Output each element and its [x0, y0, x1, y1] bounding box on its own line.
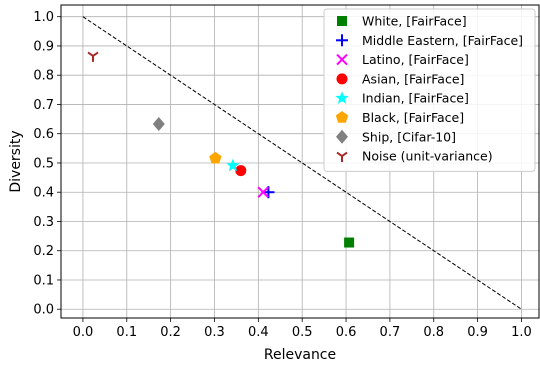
data-point-square: [344, 237, 355, 248]
y-tick-label: 0.7: [33, 98, 54, 113]
legend-marker: [336, 129, 348, 144]
x-tick-label: 0.8: [423, 325, 444, 340]
y-tick-label: 0.9: [33, 39, 54, 54]
x-tick-label: 0.3: [204, 325, 225, 340]
legend-entry: Black, [FairFace]: [362, 110, 464, 125]
y-tick-label: 0.5: [33, 156, 54, 171]
x-axis-label: Relevance: [264, 347, 336, 363]
y-tick-label: 1.0: [33, 10, 54, 25]
legend-entry: Ship, [Cifar-10]: [362, 129, 456, 144]
plot-frame: [60, 4, 540, 319]
x-tick-label: 0.0: [73, 325, 94, 340]
data-point-diamond: [152, 117, 165, 132]
legend-marker: [336, 53, 348, 66]
x-tick-label: 0.2: [160, 325, 181, 340]
legend-marker: [335, 111, 349, 123]
y-tick-label: 0.6: [33, 127, 54, 142]
legend-entry: White, [FairFace]: [362, 14, 467, 29]
x-tick-label: 0.7: [380, 325, 401, 340]
x-tick-label: 0.4: [248, 325, 269, 340]
y-tick-label: 0.2: [33, 244, 54, 259]
legend-marker: [336, 34, 348, 47]
y-tick-label: 0.3: [33, 215, 54, 230]
legend: White, [FairFace] Middle Eastern, [FairFa…: [323, 8, 536, 172]
legend-marker: [337, 16, 347, 26]
x-tick-label: 0.1: [116, 325, 137, 340]
legend-entry: Noise (unit-variance): [362, 149, 493, 164]
x-tick-label: 0.5: [292, 325, 313, 340]
legend-box: [323, 8, 536, 172]
legend-marker: [336, 151, 348, 163]
data-point-pentagon: [209, 151, 222, 164]
legend-marker: [335, 91, 349, 104]
legend-marker: [336, 73, 348, 85]
y-tick-label: 0.4: [33, 186, 54, 201]
x-axis-ticks: 0.0 0.1 0.2 0.3 0.4 0.5 0.6 0.7 0.8 0.9 1.0: [73, 318, 532, 340]
data-point-x: [257, 186, 269, 198]
y-tick-label: 0.8: [33, 69, 54, 84]
reference-line: [82, 16, 522, 310]
x-tick-label: 0.9: [467, 325, 488, 340]
reference-line-layer: [82, 16, 522, 310]
legend-entry: Indian, [FairFace]: [362, 91, 469, 106]
y-axis-ticks: 0.0 0.1 0.2 0.3 0.4 0.5 0.6 0.7 0.8 0.9 1.0: [33, 10, 61, 318]
data-point-circle: [235, 165, 247, 177]
x-tick-label: 0.6: [336, 325, 357, 340]
legend-entry: Latino, [FairFace]: [362, 52, 469, 67]
data-points: [87, 51, 355, 248]
y-axis-label: Diversity: [8, 130, 24, 192]
legend-entry: Asian, [FairFace]: [362, 71, 464, 86]
x-tick-label: 1.0: [511, 325, 532, 340]
y-tick-label: 0.0: [33, 303, 54, 318]
y-tick-label: 0.1: [33, 273, 54, 288]
data-point-tri-down: [87, 51, 99, 62]
legend-entry: Middle Eastern, [FairFace]: [362, 33, 523, 48]
data-point-star: [226, 158, 240, 172]
